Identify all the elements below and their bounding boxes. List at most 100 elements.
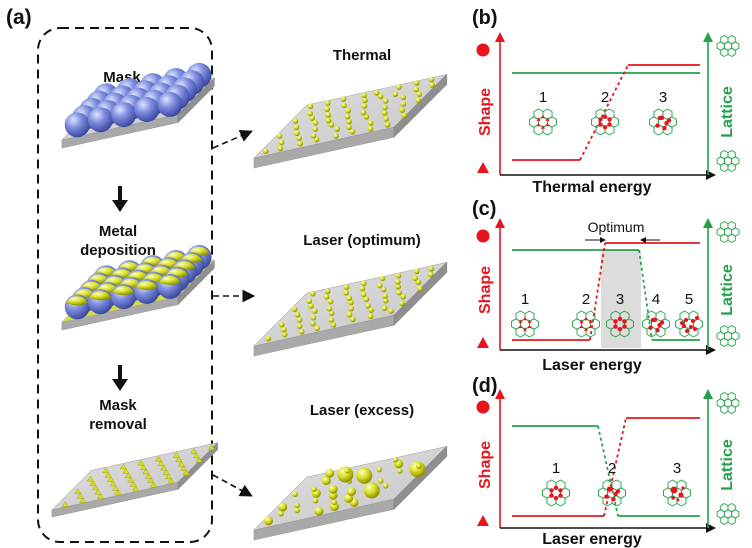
nanoparticle <box>377 282 383 289</box>
nanoparticle <box>292 491 298 497</box>
nanoparticle <box>325 100 331 106</box>
nanoparticle <box>294 507 300 514</box>
nanoparticle <box>346 295 353 302</box>
nanoparticle <box>382 293 388 299</box>
nanoparticle <box>325 117 332 124</box>
gold-cap <box>89 291 112 301</box>
nanoparticle <box>278 510 284 517</box>
triangle-particle <box>109 480 117 487</box>
nanoparticle <box>298 328 305 335</box>
down-arrow-1 <box>112 186 128 212</box>
gold-cap <box>135 280 158 291</box>
nanoparticle <box>396 468 403 474</box>
triangle-particle <box>74 488 82 495</box>
gold-cap <box>66 296 89 306</box>
nanoparticle <box>368 307 374 313</box>
nanoparticle <box>326 305 333 312</box>
nanoparticle <box>382 104 388 111</box>
mask-sphere <box>157 91 183 117</box>
arrow-to-thermal <box>212 129 253 149</box>
nanoparticle <box>415 279 422 285</box>
nanoparticle <box>343 284 350 290</box>
down-arrow-2 <box>112 365 128 391</box>
nanoparticle <box>412 275 418 282</box>
nanoparticle <box>343 289 349 296</box>
nanoparticle <box>417 285 423 292</box>
triangle-particle <box>94 488 102 495</box>
d-state-1: 1 <box>552 460 560 477</box>
triangle-particle <box>127 476 135 483</box>
nanoparticle <box>367 120 374 126</box>
nanoparticle <box>328 310 335 316</box>
d-state-2-cluster <box>598 479 626 507</box>
panel-b-lattice-label: Lattice <box>719 86 736 138</box>
triangle-particle <box>124 472 132 479</box>
nanoparticle <box>307 103 314 110</box>
nanoparticle <box>427 271 434 278</box>
nanoparticle <box>415 97 422 104</box>
nanoparticle <box>359 285 366 292</box>
nanoparticle <box>344 468 350 474</box>
nanoparticle <box>265 335 272 342</box>
nanoparticle <box>363 114 370 120</box>
round-shape-icon <box>476 43 490 57</box>
lattice-axis-arrowhead <box>703 389 713 399</box>
triangle-particle <box>76 492 84 499</box>
nanoparticle <box>360 291 367 298</box>
panel-c-lattice-label: Lattice <box>719 264 736 316</box>
nanoparticle <box>399 107 405 113</box>
nanoparticle <box>395 272 402 279</box>
triangle-particle <box>192 452 200 459</box>
panel-a-label: (a) <box>6 6 32 29</box>
nanoparticle <box>308 303 314 309</box>
nanoparticle <box>292 118 299 124</box>
nanoparticle <box>377 93 384 100</box>
nanoparticle <box>379 275 386 282</box>
nanoparticle <box>396 84 402 90</box>
nanoparticle <box>344 113 351 120</box>
nanoparticle <box>381 110 388 116</box>
nanoparticle <box>311 486 317 493</box>
lattice-axis-arrowhead <box>703 218 713 228</box>
disordered-lattice-icon <box>716 502 740 526</box>
nanoparticle <box>340 96 347 102</box>
nanoparticle <box>294 130 300 137</box>
mask-substrate <box>61 62 216 149</box>
triangle-particle <box>144 472 153 479</box>
mask-sphere <box>87 107 113 133</box>
nanoparticle <box>324 106 330 112</box>
d-state-2: 2 <box>608 460 616 477</box>
nanoparticle <box>396 289 402 296</box>
nanoparticle <box>330 322 337 328</box>
triangle-particle <box>165 473 173 480</box>
nanoparticle <box>294 311 301 318</box>
triangle-particle <box>147 477 155 483</box>
nanoparticle <box>384 122 391 128</box>
mask-sphere <box>134 97 160 123</box>
result-laser-optimum-label: Laser (optimum) <box>303 232 421 249</box>
triangle-particle <box>96 493 105 499</box>
nanoparticle <box>312 497 319 504</box>
triangle-particle <box>208 444 216 450</box>
nanoparticle <box>325 112 332 118</box>
panel-d-lattice-label: Lattice <box>719 439 736 491</box>
d-state-3: 3 <box>673 460 681 477</box>
nanoparticle <box>362 97 368 104</box>
panel-c-shape-label: Shape <box>477 266 494 314</box>
nanoparticle <box>313 136 320 143</box>
c-state-5-cluster <box>675 310 703 338</box>
nanoparticle <box>367 126 374 132</box>
nanoparticle <box>328 484 338 494</box>
triangle-particle <box>79 497 87 503</box>
triangle-particle <box>175 456 183 462</box>
lattice-axis-arrowhead <box>703 32 713 42</box>
nanoparticle <box>392 91 399 97</box>
nanoparticle <box>306 298 313 305</box>
nanoparticle <box>341 102 347 109</box>
triangle-particle <box>139 464 148 470</box>
round-shape-icon <box>476 400 490 414</box>
nanoparticle <box>278 139 285 146</box>
nanoparticle <box>350 316 356 323</box>
c-state-4: 4 <box>652 291 660 308</box>
deposition-substrate <box>61 244 216 331</box>
